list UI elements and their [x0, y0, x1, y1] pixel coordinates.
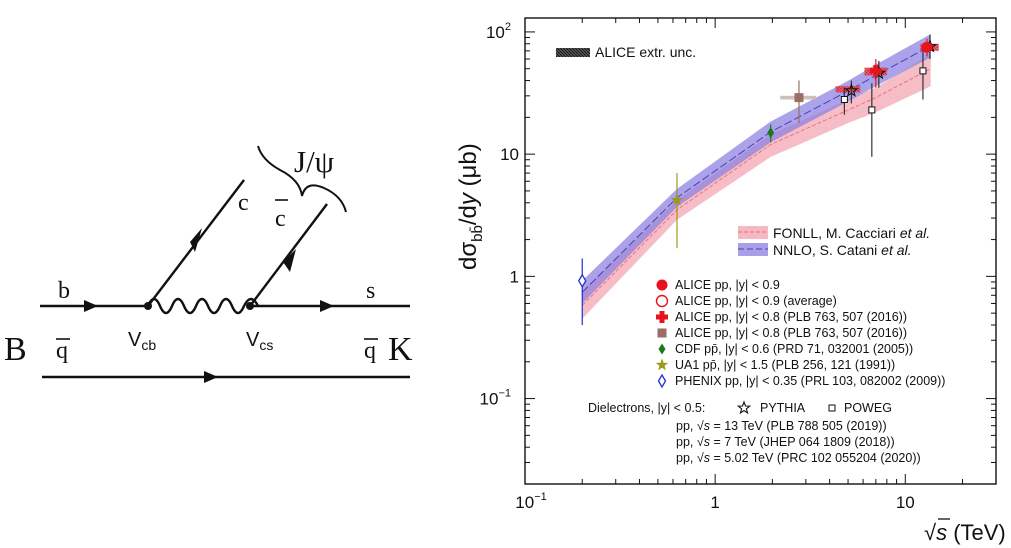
legend-series-5: UA1 pp̄, |y| < 1.5 (PLB 256, 121 (1991)) [675, 358, 895, 372]
data-point [577, 273, 587, 289]
feynman-diagram: b s c c J/ψ B q q K Vcb Vcs [4, 144, 413, 383]
band-center-fonll [581, 68, 931, 306]
dielectron-ref-7: pp, √s = 7 TeV (JHEP 064 1809 (2018)) [676, 435, 895, 449]
pythia-point [844, 83, 859, 97]
label-qbar-out: q [364, 338, 376, 364]
legend-marker [657, 328, 667, 338]
legend-series-1: ALICE pp, |y| < 0.9 (average) [675, 294, 837, 308]
label-b: b [58, 278, 70, 304]
pythia-label: PYTHIA [760, 401, 806, 415]
cbar-quark-line [249, 203, 328, 307]
x-axis-label: √s (TeV) [924, 520, 1006, 545]
label-K: K [388, 331, 413, 368]
x-tick-label: 1 [710, 493, 719, 512]
label-vcs: Vcs [246, 329, 273, 353]
legend-marker [657, 373, 667, 389]
w-boson-line [146, 297, 260, 315]
powheg-point [868, 106, 876, 114]
spectator-arrow-icon [204, 371, 218, 383]
powheg-point [919, 67, 927, 75]
powheg-point [840, 95, 848, 103]
x-tick-label: 10 [896, 493, 915, 512]
data-point [670, 193, 684, 206]
y-axis-label: dσbb̄/dy (μb) [455, 143, 486, 270]
label-s: s [366, 278, 375, 304]
extr-unc-label: ALICE extr. unc. [595, 44, 696, 60]
label-jpsi: J/ψ [294, 144, 335, 179]
b-arrow-icon [84, 300, 98, 312]
vertex-vcb [144, 302, 152, 310]
vertex-vcs [246, 302, 254, 310]
data-point [921, 41, 933, 53]
legend-series-2: ALICE pp, |y| < 0.8 (PLB 763, 507 (2016)… [675, 310, 907, 324]
y-tick-label: 10−1 [480, 388, 511, 409]
label-c: c [238, 190, 249, 216]
data-point [794, 93, 804, 103]
label-cbar: c [275, 206, 286, 232]
powheg-label: POWEG [844, 401, 892, 415]
y-tick-label: 1 [510, 267, 519, 286]
legend-marker [655, 358, 669, 371]
x-tick-label: 10−1 [515, 491, 546, 512]
legend-marker [656, 311, 668, 323]
legend-series-3: ALICE pp, |y| < 0.8 (PLB 763, 507 (2016)… [675, 326, 907, 340]
legend-marker-pythia [736, 400, 752, 415]
label-vcb: Vcb [128, 329, 156, 353]
dielectron-ref-13: pp, √s = 13 TeV (PLB 788 505 (2019)) [676, 419, 887, 433]
legend-series-4: CDF pp̄, |y| < 0.6 (PRD 71, 032001 (2005… [675, 342, 913, 356]
legend-fonll: FONLL, M. Cacciari et al. [773, 225, 930, 241]
legend-series-6: PHENIX pp, |y| < 0.35 (PRL 103, 082002 (… [675, 374, 945, 388]
extr-unc-swatch [556, 48, 590, 57]
data-point [869, 64, 882, 77]
jpsi-brace [257, 145, 347, 213]
legend-series-0: ALICE pp, |y| < 0.9 [675, 278, 780, 292]
dielectrons-label: Dielectrons, |y| < 0.5: [588, 401, 705, 415]
legend-marker-powheg [828, 404, 836, 412]
legend-nnlo: NNLO, S. Catani et al. [773, 242, 912, 258]
band-fonll [582, 54, 931, 319]
c-arrow-icon [190, 228, 202, 252]
cbar-arrow-icon [283, 249, 296, 272]
legend-marker [658, 343, 666, 355]
label-qbar-in: q [56, 338, 68, 364]
s-arrow-icon [320, 300, 334, 312]
dielectron-ref-5: pp, √s = 5.02 TeV (PRC 102 055204 (2020)… [676, 451, 921, 465]
legend-marker [655, 294, 669, 308]
y-tick-label: 10 [500, 145, 519, 164]
label-B: B [4, 331, 27, 368]
plot-frame [524, 17, 997, 485]
y-tick-label: 102 [486, 21, 511, 42]
cross-section-chart: 10−1 1 10 10−1 1 10 102 √s (TeV) dσbb̄/dy (μb)… [455, 17, 1006, 545]
legend-marker [656, 279, 668, 291]
data-point [767, 127, 775, 139]
